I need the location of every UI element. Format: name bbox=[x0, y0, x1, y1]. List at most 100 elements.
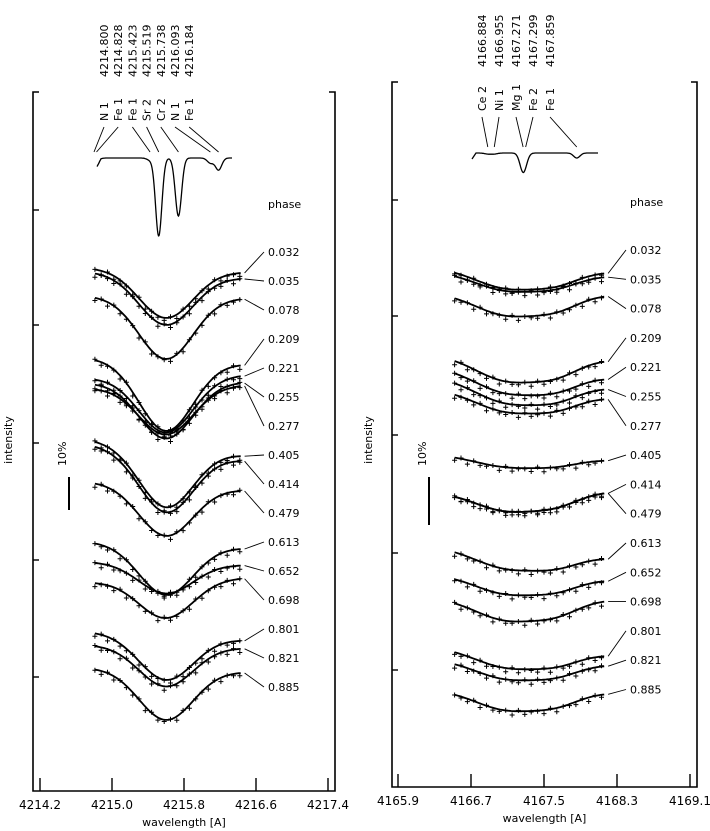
observed-points-0.652 bbox=[92, 560, 243, 599]
observed-points-0.405 bbox=[92, 438, 243, 514]
observed-points-0.414 bbox=[452, 491, 604, 519]
scale-bar-label: 10% bbox=[56, 442, 69, 466]
line-wavelength-label: 4215.738 bbox=[155, 25, 168, 78]
phase-leader bbox=[608, 276, 627, 280]
line-ion-label: Fe 1 bbox=[112, 98, 125, 121]
phase-leader bbox=[244, 454, 265, 457]
phase-leader bbox=[244, 565, 265, 572]
phase-label: 0.698 bbox=[630, 596, 662, 609]
observed-points-0.698 bbox=[92, 576, 243, 624]
model-profile-0.032 bbox=[454, 271, 605, 291]
line-ion-label: Cr 2 bbox=[155, 98, 168, 121]
line-wavelength-label: 4167.859 bbox=[544, 15, 557, 68]
phase-header: phase bbox=[268, 198, 301, 211]
phase-leader bbox=[244, 338, 265, 366]
line-id-leader bbox=[188, 126, 219, 153]
phase-label: 0.801 bbox=[268, 623, 300, 636]
phase-leader bbox=[244, 298, 265, 311]
reference-spectrum bbox=[96, 157, 232, 237]
phase-label: 0.405 bbox=[268, 449, 300, 462]
phase-leader bbox=[244, 628, 265, 642]
phase-leader bbox=[244, 251, 265, 274]
line-ion-label: Fe 1 bbox=[126, 98, 139, 121]
x-tick-label: 4165.9 bbox=[377, 794, 419, 808]
observed-points-0.277 bbox=[92, 385, 243, 440]
phase-label: 0.255 bbox=[630, 391, 662, 404]
phase-leader bbox=[244, 278, 265, 282]
phase-leader bbox=[607, 542, 627, 560]
phase-label: 0.221 bbox=[630, 361, 662, 374]
line-ion-label: N 1 bbox=[169, 102, 182, 121]
phase-label: 0.652 bbox=[630, 566, 662, 579]
observed-points-0.221 bbox=[92, 376, 243, 437]
phase-leader bbox=[607, 399, 627, 427]
model-profile-0.277 bbox=[454, 393, 605, 415]
panel-right: 4165.9 4166.7 4167.5 4168.3 4169.1 wavelength… bbox=[362, 15, 710, 826]
model-profile-0.032 bbox=[94, 268, 241, 319]
phase-label: 0.032 bbox=[630, 244, 662, 257]
observed-points-0.209 bbox=[452, 359, 604, 389]
phase-label: 0.821 bbox=[268, 652, 300, 665]
line-id-leader bbox=[525, 116, 534, 148]
phase-leader bbox=[244, 490, 265, 514]
line-ion-label: Fe 1 bbox=[183, 98, 196, 121]
observed-points-0.078 bbox=[92, 296, 243, 364]
phase-label: 0.209 bbox=[268, 333, 300, 346]
phase-leader bbox=[244, 385, 265, 427]
phase-leader bbox=[244, 578, 265, 601]
observed-points-0.035 bbox=[452, 272, 604, 299]
phase-label: 0.414 bbox=[630, 478, 662, 491]
line-id-leader bbox=[160, 126, 179, 153]
observed-points-0.035 bbox=[92, 273, 243, 330]
phase-label: 0.078 bbox=[630, 303, 662, 316]
x-axis-label: wavelength [A] bbox=[142, 816, 226, 829]
model-profile-0.221 bbox=[454, 372, 605, 397]
phase-leader bbox=[607, 659, 627, 667]
phase-header: phase bbox=[630, 196, 663, 209]
x-tick-label: 4168.3 bbox=[596, 794, 638, 808]
phase-leader bbox=[608, 689, 627, 695]
observed-points-0.652 bbox=[452, 578, 604, 602]
phase-leader bbox=[608, 454, 627, 462]
line-wavelength-label: 4216.093 bbox=[169, 25, 182, 78]
line-id-leader bbox=[515, 116, 524, 148]
panel-left: 4214.2 4215.0 4215.8 4216.6 4217.4 wavelength… bbox=[2, 25, 349, 830]
phase-label: 0.479 bbox=[630, 508, 662, 521]
phase-leader bbox=[244, 382, 265, 398]
line-wavelength-label: 4215.423 bbox=[126, 25, 139, 78]
line-ion-label: Fe 2 bbox=[527, 88, 540, 111]
observed-points-0.885 bbox=[92, 667, 243, 724]
phase-leader bbox=[607, 493, 627, 514]
model-profile-0.221 bbox=[94, 375, 241, 434]
model-profile-0.821 bbox=[454, 663, 605, 682]
observed-points-0.801 bbox=[452, 651, 604, 676]
phase-label: 0.821 bbox=[630, 654, 662, 667]
phase-label: 0.698 bbox=[268, 594, 300, 607]
line-id-leader bbox=[174, 126, 211, 153]
phase-leader bbox=[607, 630, 627, 657]
x-tick-label: 4169.1 bbox=[669, 794, 710, 808]
phase-leader bbox=[244, 541, 265, 550]
line-id-leader bbox=[549, 116, 578, 148]
model-profile-0.821 bbox=[94, 645, 241, 688]
phase-leader bbox=[244, 648, 265, 659]
observed-points-0.821 bbox=[92, 643, 243, 693]
phase-leader bbox=[607, 571, 627, 582]
model-profile-0.414 bbox=[94, 446, 241, 514]
phase-label: 0.613 bbox=[268, 536, 300, 549]
model-profile-0.801 bbox=[454, 651, 605, 671]
line-ion-label: Ce 2 bbox=[476, 86, 489, 111]
model-profile-0.035 bbox=[454, 275, 605, 293]
x-tick-label: 4215.8 bbox=[163, 798, 205, 812]
phase-leader bbox=[244, 460, 265, 485]
observed-points-0.801 bbox=[92, 631, 243, 686]
observed-points-0.209 bbox=[92, 356, 243, 438]
phase-label: 0.277 bbox=[630, 420, 662, 433]
phase-leader bbox=[607, 249, 627, 274]
model-profile-0.613 bbox=[94, 542, 241, 596]
observed-points-0.613 bbox=[452, 551, 604, 577]
phase-label: 0.414 bbox=[268, 478, 300, 491]
phase-label: 0.801 bbox=[630, 625, 662, 638]
reference-spectrum bbox=[471, 152, 598, 174]
